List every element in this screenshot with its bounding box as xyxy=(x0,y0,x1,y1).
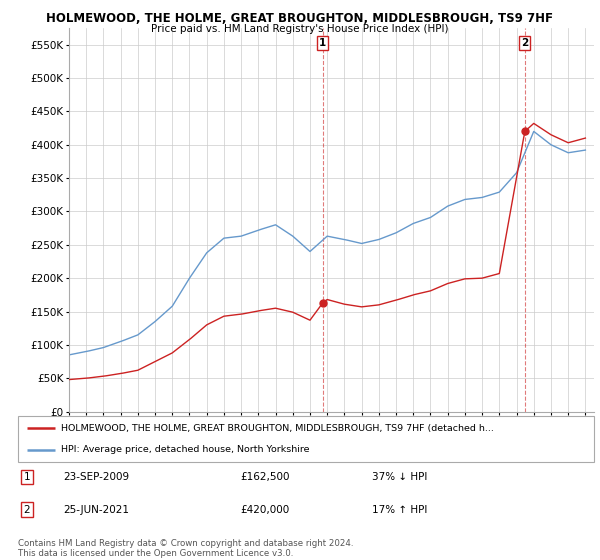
Text: HOLMEWOOD, THE HOLME, GREAT BROUGHTON, MIDDLESBROUGH, TS9 7HF: HOLMEWOOD, THE HOLME, GREAT BROUGHTON, M… xyxy=(47,12,554,25)
Text: 1: 1 xyxy=(23,472,31,482)
Text: Contains HM Land Registry data © Crown copyright and database right 2024.
This d: Contains HM Land Registry data © Crown c… xyxy=(18,539,353,558)
Text: 37% ↓ HPI: 37% ↓ HPI xyxy=(372,472,427,482)
FancyBboxPatch shape xyxy=(18,416,594,462)
Text: HOLMEWOOD, THE HOLME, GREAT BROUGHTON, MIDDLESBROUGH, TS9 7HF (detached h...: HOLMEWOOD, THE HOLME, GREAT BROUGHTON, M… xyxy=(61,424,494,433)
Text: 2: 2 xyxy=(23,505,31,515)
Text: 17% ↑ HPI: 17% ↑ HPI xyxy=(372,505,427,515)
Text: 2: 2 xyxy=(521,38,529,48)
Text: 25-JUN-2021: 25-JUN-2021 xyxy=(63,505,129,515)
Text: 1: 1 xyxy=(319,38,326,48)
Text: 23-SEP-2009: 23-SEP-2009 xyxy=(63,472,129,482)
Text: £420,000: £420,000 xyxy=(240,505,289,515)
Text: £162,500: £162,500 xyxy=(240,472,290,482)
Text: Price paid vs. HM Land Registry's House Price Index (HPI): Price paid vs. HM Land Registry's House … xyxy=(151,24,449,34)
Text: HPI: Average price, detached house, North Yorkshire: HPI: Average price, detached house, Nort… xyxy=(61,445,310,454)
